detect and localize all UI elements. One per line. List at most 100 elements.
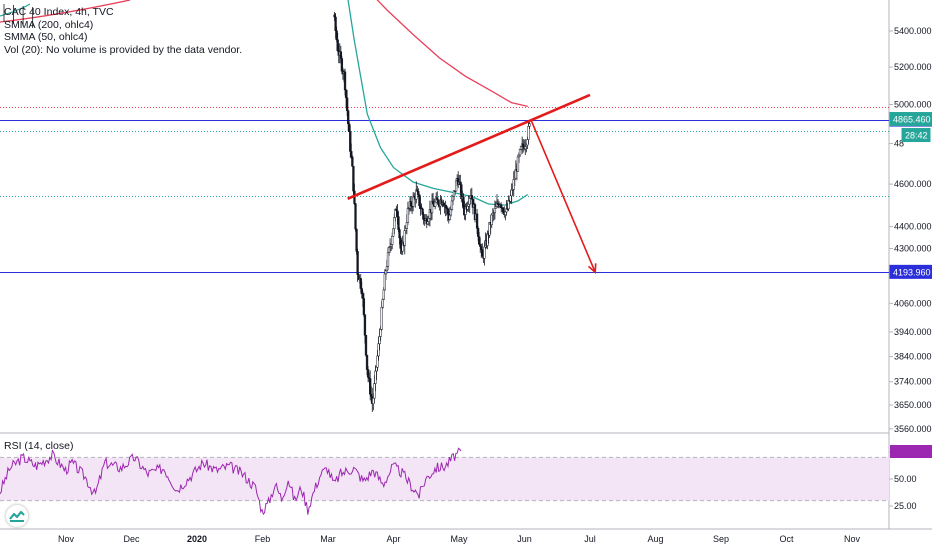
price-label-price: 4865.460 [893, 115, 931, 125]
candle-body [417, 191, 420, 196]
candle-body [382, 289, 385, 300]
candle-body [448, 214, 451, 220]
candle-body [374, 370, 377, 384]
candle-body [512, 179, 515, 190]
candle-body [361, 293, 364, 299]
price-label-countdown: 28:42 [905, 131, 928, 141]
price-label-box-countdown [901, 128, 931, 143]
time-tick-label: Sep [713, 534, 729, 544]
candle-body [476, 228, 480, 237]
candle-body [450, 200, 454, 210]
legend-smma50: SMMA (50, ohlc4) [4, 31, 88, 43]
rsi-current-box [890, 445, 932, 458]
candle-body [475, 213, 479, 229]
time-tick-label: Mar [320, 534, 336, 544]
price-pane-grid [0, 0, 932, 530]
price-tick-label: 5000.000 [894, 99, 932, 109]
candle-body [454, 180, 458, 192]
candle-body [378, 336, 381, 345]
price-label-box-level [889, 264, 932, 279]
price-tick-label: 4600.000 [894, 179, 932, 189]
price-tick-label: 3940.000 [894, 327, 932, 337]
candle-body [467, 203, 470, 207]
candle-body [377, 343, 380, 357]
candle-body [379, 329, 382, 337]
time-tick-label: Feb [255, 534, 271, 544]
candle-body [359, 278, 362, 289]
candle-body [366, 369, 370, 378]
candle-body [437, 199, 440, 205]
candle-body [376, 355, 379, 368]
candle-body [384, 270, 388, 275]
candle-body [478, 236, 481, 245]
time-tick-label: Dec [123, 534, 140, 544]
candle-body [483, 246, 486, 259]
candle-body [516, 156, 520, 172]
candle-body [363, 314, 367, 336]
price-candles [3, 4, 531, 412]
candle-body [365, 354, 369, 370]
projection-arrow-line [530, 119, 596, 273]
candle-body [486, 233, 489, 246]
candle-body [421, 208, 424, 215]
smma50-line-early [0, 3, 31, 17]
candle-body [426, 221, 429, 225]
candle-body [380, 306, 383, 330]
candle-body [479, 244, 482, 247]
time-tick-label: Jun [517, 534, 532, 544]
candle-body [339, 51, 342, 59]
candle-body [383, 273, 387, 291]
candle-body [362, 298, 366, 316]
candle-body [403, 230, 406, 246]
price-tick-label: 3560.000 [894, 424, 932, 434]
rsi-pane [0, 447, 889, 516]
candle-body [347, 110, 350, 125]
candle-body [470, 195, 473, 200]
candle-body [370, 393, 373, 397]
candle-body [387, 247, 391, 254]
legend-volume: Vol (20): No volume is provided by the d… [4, 43, 243, 56]
candle-body [340, 58, 344, 72]
time-tick-label: Nov [58, 534, 75, 544]
time-tick-label: Aug [647, 534, 663, 544]
candle-body [490, 214, 493, 226]
candle-body [468, 198, 471, 205]
candle-body [333, 14, 336, 18]
candle-body [393, 217, 396, 230]
candle-body [372, 397, 375, 405]
candle-body [427, 218, 431, 222]
rsi-tick-label: 50.00 [894, 474, 917, 484]
time-tick-label: Jul [584, 534, 596, 544]
candle-body [381, 299, 384, 308]
candle-body [397, 216, 400, 230]
price-tick-label: 4300.000 [894, 244, 932, 254]
candle-body [404, 228, 407, 231]
candle-body [360, 288, 363, 295]
candle-body [406, 207, 410, 223]
tradingview-logo-icon[interactable] [6, 505, 28, 527]
candle-body [412, 196, 415, 207]
candle-body [335, 30, 338, 40]
candle-body [385, 266, 389, 271]
candle-body [344, 89, 348, 99]
price-tick-label: 48 [894, 138, 904, 148]
candle-body [373, 383, 376, 399]
axes: 5400.000 5200.000 5000.000 48 4600.000 4400.0… [58, 26, 932, 544]
candle-body [480, 246, 483, 250]
candle-body [449, 209, 453, 216]
candle-body [419, 205, 422, 209]
candle-body [356, 251, 359, 275]
candle-body [509, 195, 512, 202]
candle-body [409, 201, 413, 207]
price-tick-label: 3840.000 [894, 352, 932, 362]
candle-body [518, 149, 522, 156]
candle-body [526, 139, 529, 146]
candle-body [334, 16, 337, 31]
candle-body [436, 197, 439, 201]
candle-body [517, 154, 521, 158]
candle-body [418, 194, 421, 207]
candle-body [364, 335, 368, 356]
time-tick-label: 2020 [187, 534, 207, 544]
candle-body [481, 249, 484, 257]
